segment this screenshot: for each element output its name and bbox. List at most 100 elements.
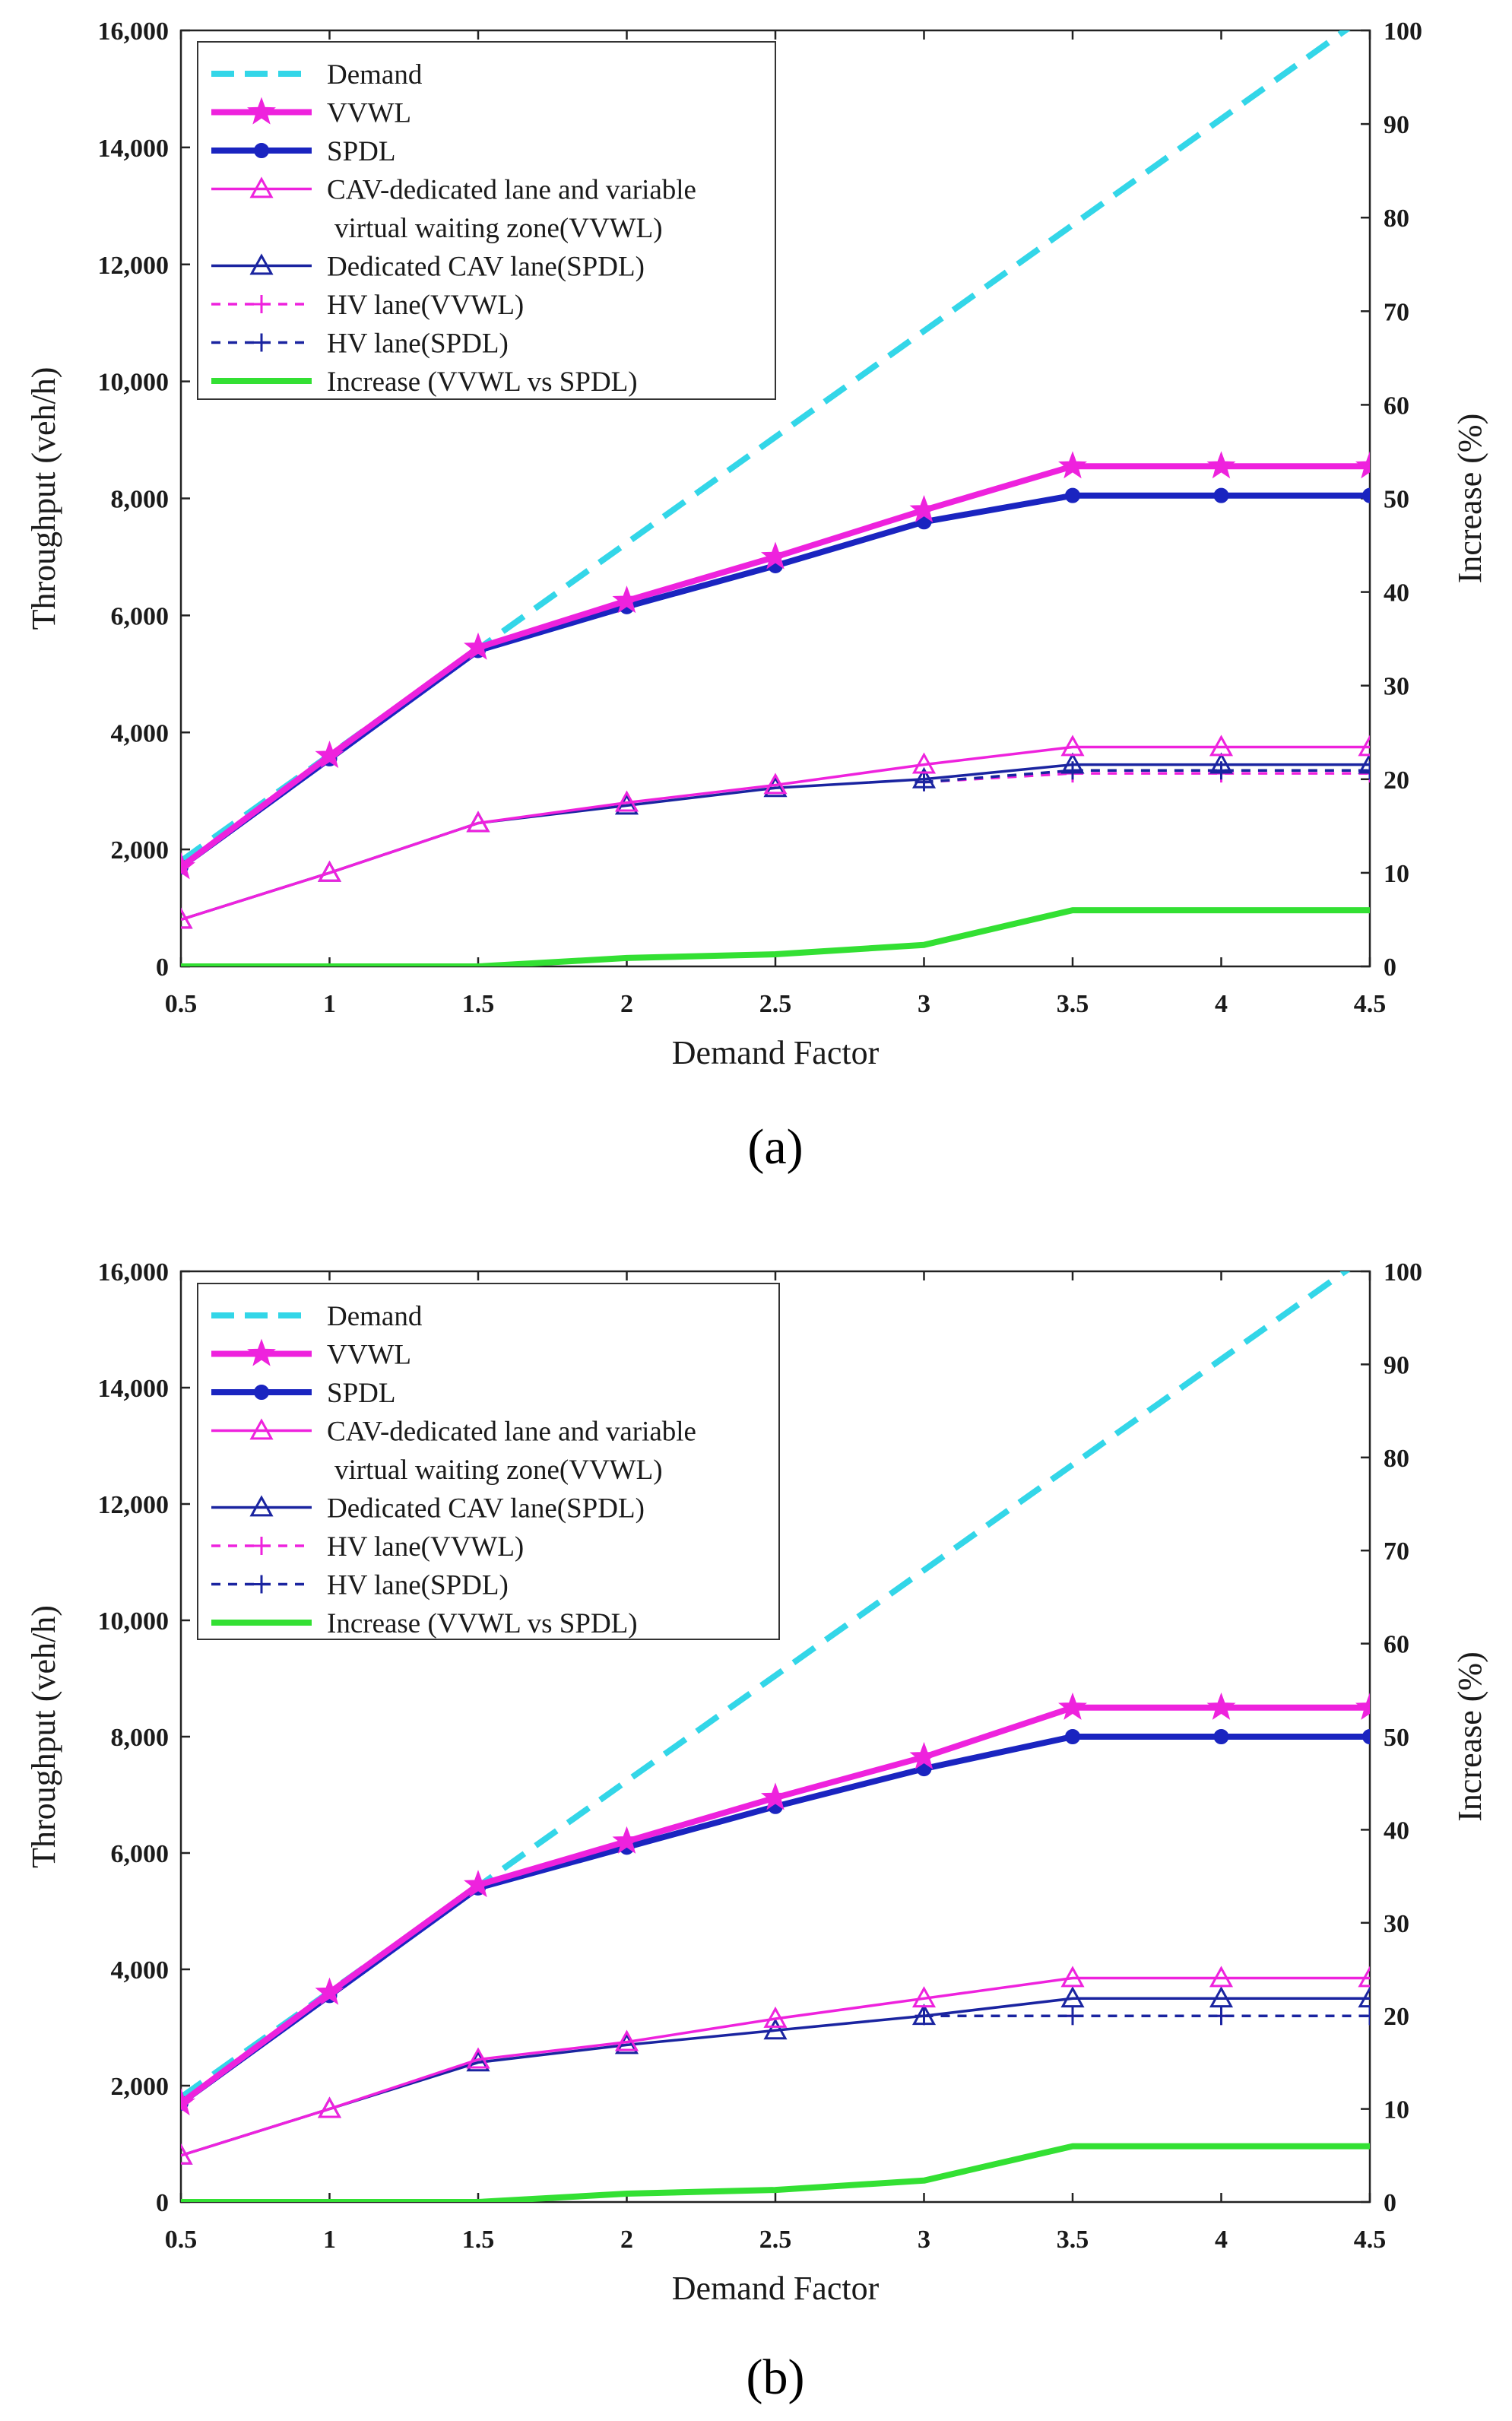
series-hv-lane-vvwl-line [924, 772, 1370, 784]
y2-tick-label: 10 [1384, 860, 1409, 888]
series-vvwl-point [1058, 1692, 1087, 1720]
series-cav-dedicated-lane-and-variable-virtual-waiting-zone-vvwl-point [1358, 735, 1370, 757]
legend-hv-lane-spdl-label: HV lane(SPDL) [327, 1570, 509, 1601]
x-tick-label: 3.5 [1057, 990, 1089, 1018]
series-cav-dedicated-lane-and-variable-virtual-waiting-zone-vvwl-point [763, 773, 788, 795]
legend-dedicated-cav-lane-spdl-marker [249, 1495, 274, 1517]
legend-hv-lane-vvwl-marker [252, 295, 271, 313]
series-dedicated-cav-lane-spdl-point [911, 2004, 937, 2026]
y2-tick-label: 20 [1384, 2003, 1409, 2031]
y-tick-label: 8,000 [111, 1724, 170, 1752]
series-vvwl-point [464, 1870, 493, 1898]
series-cav-dedicated-lane-and-variable-virtual-waiting-zone-vvwl-point [1060, 735, 1085, 757]
series-vvwl-point [1355, 1692, 1370, 1720]
y-axis-title: Throughput (veh/h) [25, 367, 62, 630]
x-tick-label: 4.5 [1354, 2226, 1387, 2254]
y2-tick-label: 70 [1384, 1537, 1409, 1566]
series-cav-dedicated-lane-and-variable-virtual-waiting-zone-vvwl-point [181, 2143, 193, 2165]
series-spdl-point [1213, 1729, 1229, 1744]
series-hv-lane-spdl-line [924, 769, 1370, 784]
x-tick-label: 4.5 [1354, 990, 1387, 1018]
y2-axis-title: Increase (%) [1451, 1652, 1488, 1822]
y2-tick-label: 60 [1384, 392, 1409, 420]
legend-increase-vvwl-vs-spdl-label: Increase (VVWL vs SPDL) [327, 1608, 638, 1639]
panel-caption: (b) [746, 2350, 805, 2405]
legend-cav-dedicated-lane-and-variable-virtual-waiting-zone-vvwl-label: virtual waiting zone(VVWL) [334, 213, 663, 244]
x-tick-label: 3 [918, 2226, 930, 2254]
y2-tick-label: 70 [1384, 298, 1409, 326]
legend: Demand VVWL SPDL CAV-dedicated lane and var… [197, 41, 776, 400]
y2-tick-label: 0 [1384, 953, 1396, 982]
x-tick-label: 1 [323, 990, 336, 1018]
legend-hv-lane-spdl-label: HV lane(SPDL) [327, 328, 509, 360]
series-vvwl-point [315, 741, 344, 769]
y2-tick-label: 90 [1384, 111, 1409, 139]
x-tick-label: 2.5 [759, 2226, 792, 2254]
y2-tick-label: 50 [1384, 486, 1409, 514]
series-dedicated-cav-lane-spdl-point [763, 2018, 788, 2040]
legend-hv-lane-vvwl-label: HV lane(VVWL) [327, 1531, 524, 1563]
series-cav-dedicated-lane-and-variable-virtual-waiting-zone-vvwl-point [466, 811, 490, 833]
chart-panel-b: 0.5 1 1.5 2 2.5 3 3.5 4 4.5 0 2,000 4,000 6,000 8,000… [25, 1258, 1488, 2405]
y2-tick-label: 100 [1384, 17, 1422, 46]
legend-cav-dedicated-lane-and-variable-virtual-waiting-zone-vvwl-marker [249, 176, 274, 198]
legend-vvwl-marker [247, 1338, 276, 1366]
legend-spdl-marker [254, 1385, 269, 1400]
series-vvwl-point [1355, 451, 1370, 479]
x-tick-label: 0.5 [165, 990, 198, 1018]
legend-hv-lane-vvwl-label: HV lane(VVWL) [327, 290, 524, 321]
y2-tick-label: 80 [1384, 1445, 1409, 1473]
y2-tick-label: 30 [1384, 1910, 1409, 1938]
series-cav-dedicated-lane-and-variable-virtual-waiting-zone-vvwl-line [181, 745, 1370, 922]
y-tick-label: 10,000 [98, 1607, 170, 1636]
legend-spdl-label: SPDL [327, 136, 395, 167]
series-vvwl-point [181, 852, 195, 880]
x-tick-label: 2.5 [759, 990, 792, 1018]
y-tick-label: 6,000 [111, 602, 170, 630]
series-cav-dedicated-lane-and-variable-virtual-waiting-zone-vvwl-point [911, 752, 937, 774]
y2-tick-label: 10 [1384, 2096, 1409, 2124]
legend-cav-dedicated-lane-and-variable-virtual-waiting-zone-vvwl-label: CAV-dedicated lane and variable [327, 175, 696, 206]
series-vvwl-point [1206, 1692, 1236, 1720]
legend-demand-label: Demand [327, 1301, 423, 1332]
y-tick-label: 2,000 [111, 2073, 170, 2101]
x-axis-title: Demand Factor [672, 1034, 880, 1071]
legend-increase-vvwl-vs-spdl-label: Increase (VVWL vs SPDL) [327, 366, 638, 398]
legend-cav-dedicated-lane-and-variable-virtual-waiting-zone-vvwl-label: virtual waiting zone(VVWL) [334, 1455, 663, 1486]
y-tick-label: 16,000 [98, 17, 170, 46]
y-tick-label: 8,000 [111, 486, 170, 514]
series-dedicated-cav-lane-spdl-point [911, 766, 937, 788]
series-cav-dedicated-lane-and-variable-virtual-waiting-zone-vvwl-point [317, 860, 342, 882]
series-cav-dedicated-lane-and-variable-virtual-waiting-zone-vvwl-point [1209, 735, 1234, 757]
series-spdl-point [1362, 1729, 1370, 1744]
series-vvwl-point [761, 1782, 790, 1810]
legend-dedicated-cav-lane-spdl-label: Dedicated CAV lane(SPDL) [327, 1493, 645, 1525]
y-axis-title: Throughput (veh/h) [25, 1605, 62, 1868]
y-tick-label: 2,000 [111, 836, 170, 865]
y-tick-label: 12,000 [98, 1491, 170, 1519]
y2-tick-label: 30 [1384, 673, 1409, 701]
series-cav-dedicated-lane-and-variable-virtual-waiting-zone-vvwl-point [466, 2047, 490, 2069]
x-tick-label: 4 [1215, 2226, 1228, 2254]
y2-tick-label: 100 [1384, 1258, 1422, 1287]
x-tick-label: 1.5 [462, 2226, 495, 2254]
y2-tick-label: 90 [1384, 1351, 1409, 1379]
series-spdl-point [1065, 1729, 1080, 1744]
series-vvwl-point [464, 632, 493, 660]
series-hv-lane-spdl-point [1361, 2007, 1370, 2026]
series-increase-vvwl-vs-spdl-line [181, 907, 1370, 966]
y-tick-label: 6,000 [111, 1840, 170, 1868]
legend-vvwl-label: VVWL [327, 1340, 411, 1371]
series-spdl-point [1065, 487, 1080, 503]
y2-tick-label: 20 [1384, 766, 1409, 795]
x-tick-label: 0.5 [165, 2226, 198, 2254]
y-tick-label: 14,000 [98, 1375, 170, 1403]
legend-hv-lane-vvwl-marker [252, 1537, 271, 1555]
x-tick-label: 2 [620, 990, 633, 1018]
y-tick-label: 4,000 [111, 1956, 170, 1985]
y-tick-label: 12,000 [98, 252, 170, 280]
series-cav-dedicated-lane-and-variable-virtual-waiting-zone-vvwl-point [1358, 1966, 1370, 1988]
legend-box [197, 41, 776, 400]
series-spdl-point [1362, 487, 1370, 503]
